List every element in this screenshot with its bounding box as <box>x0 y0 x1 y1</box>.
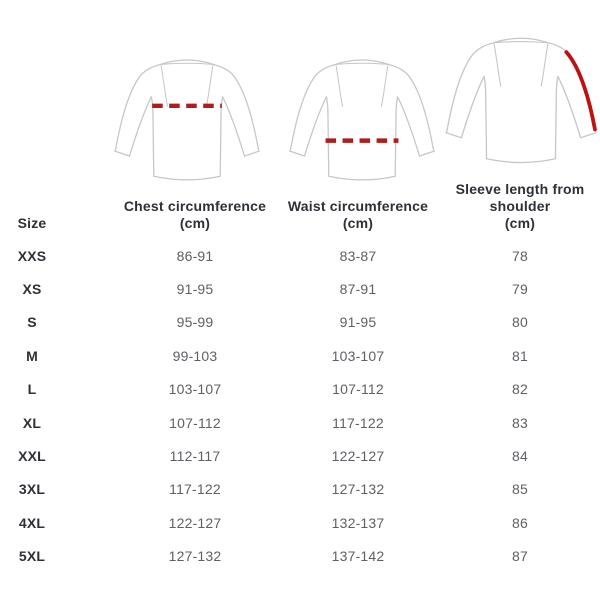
header-line: (cm) <box>179 215 211 231</box>
chest-value: 103-107 <box>168 381 222 398</box>
sleeve-value: 84 <box>512 448 528 465</box>
header-line: (cm) <box>342 215 374 231</box>
waist-value: 107-112 <box>332 381 384 398</box>
size-label: XXS <box>17 247 47 264</box>
size-label: 3XL <box>18 481 46 498</box>
chest-value: 127-132 <box>168 548 222 565</box>
waist-value: 103-107 <box>331 347 385 364</box>
sleeve-value: 80 <box>512 314 528 331</box>
sleeve-value: 78 <box>512 247 528 264</box>
size-label: 5XL <box>18 548 46 565</box>
header-line: shoulder <box>489 198 551 214</box>
waist-value: 83-87 <box>339 247 377 264</box>
sleeve-column: Sleeve length from shoulder (cm) 78 79 8… <box>420 170 600 573</box>
chest-value: 95-99 <box>176 314 214 331</box>
waist-measure-shirt-illustration <box>289 59 435 181</box>
chest-value: 107-112 <box>169 414 221 431</box>
chest-measure-shirt-illustration <box>114 59 260 181</box>
column-header-chest: Chest circumference (cm) <box>65 170 325 239</box>
waist-value: 87-91 <box>339 281 377 298</box>
sleeve-value: 81 <box>512 347 528 364</box>
header-line: Chest circumference <box>123 198 267 214</box>
size-label: XS <box>22 281 42 298</box>
column-header-sleeve: Sleeve length from shoulder (cm) <box>420 170 600 239</box>
sleeve-value: 85 <box>512 481 528 498</box>
header-line: Waist circumference <box>287 198 429 214</box>
waist-value: 137-142 <box>331 548 385 565</box>
chest-value: 117-122 <box>169 481 221 498</box>
column-header-waist: Waist circumference (cm) <box>258 170 458 239</box>
waist-column: Waist circumference (cm) 83-87 87-91 91-… <box>258 170 458 573</box>
sleeve-length-measure-line <box>564 50 597 132</box>
size-label: M <box>26 347 38 364</box>
waist-value: 127-132 <box>331 481 385 498</box>
sleeve-value: 83 <box>512 414 528 431</box>
sleeve-value: 79 <box>512 281 528 298</box>
size-label: XXL <box>18 448 46 465</box>
header-line: Sleeve length from <box>455 181 585 197</box>
chest-value: 99-103 <box>172 347 218 364</box>
size-label: 4XL <box>18 514 46 531</box>
size-label: L <box>27 381 37 398</box>
chest-value: 91-95 <box>176 281 214 298</box>
waist-value: 132-137 <box>331 514 385 531</box>
header-line: (cm) <box>504 215 536 231</box>
sleeve-value: 86 <box>512 514 528 531</box>
waist-value: 122-127 <box>331 448 385 465</box>
sleeve-measure-shirt-illustration <box>445 37 597 164</box>
size-label: S <box>27 314 37 331</box>
chest-column: Chest circumference (cm) 86-91 91-95 95-… <box>65 170 325 573</box>
waist-value: 91-95 <box>339 314 377 331</box>
sleeve-value: 87 <box>512 548 528 565</box>
chest-value: 112-117 <box>169 448 221 465</box>
size-column: Size XXS XS S M L XL XXL 3XL 4XL 5XL <box>0 170 64 573</box>
chest-value: 122-127 <box>168 514 222 531</box>
column-header-size: Size <box>17 215 47 231</box>
sleeve-value: 82 <box>512 381 528 398</box>
waist-value: 117-122 <box>332 414 384 431</box>
chest-value: 86-91 <box>176 247 214 264</box>
size-label: XL <box>22 414 42 431</box>
